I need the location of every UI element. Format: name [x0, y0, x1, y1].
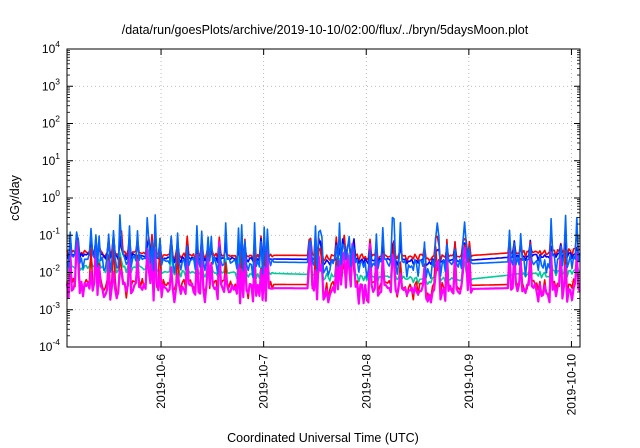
series-line	[65, 239, 581, 305]
x-tick-label: 2019-10-7	[257, 354, 271, 409]
x-tick-label: 2019-10-10	[564, 354, 578, 416]
y-tick-label: 100	[42, 188, 60, 205]
x-tick-label: 2019-10-6	[154, 354, 168, 409]
x-axis-label: Coordinated Universal Time (UTC)	[227, 431, 419, 445]
y-tick-label: 10-2	[39, 263, 60, 280]
series-line	[66, 214, 581, 280]
y-tick-label: 10-1	[39, 225, 60, 242]
x-axis: 2019-10-6 2019-10-7 2019-10-8 2019-10-9 2019…	[154, 49, 578, 415]
y-tick-label: 103	[42, 76, 60, 93]
series-layer	[65, 214, 581, 305]
x-tick-label: 2019-10-8	[359, 354, 373, 409]
y-axis-label: cGy/day	[8, 174, 22, 221]
y-tick-label: 101	[42, 151, 60, 168]
chart-title: /data/run/goesPlots/archive/2019-10-10/0…	[122, 23, 529, 37]
y-tick-label: 102	[42, 114, 60, 131]
y-tick-label: 104	[42, 39, 60, 56]
y-tick-label: 10-3	[39, 300, 60, 317]
y-tick-label: 10-4	[39, 337, 60, 354]
x-tick-label: 2019-10-9	[462, 354, 476, 409]
y-axis: 10-4 10-3 10-2 10-1 100 101 102 103 104	[39, 39, 580, 354]
grid-lines	[67, 49, 580, 347]
